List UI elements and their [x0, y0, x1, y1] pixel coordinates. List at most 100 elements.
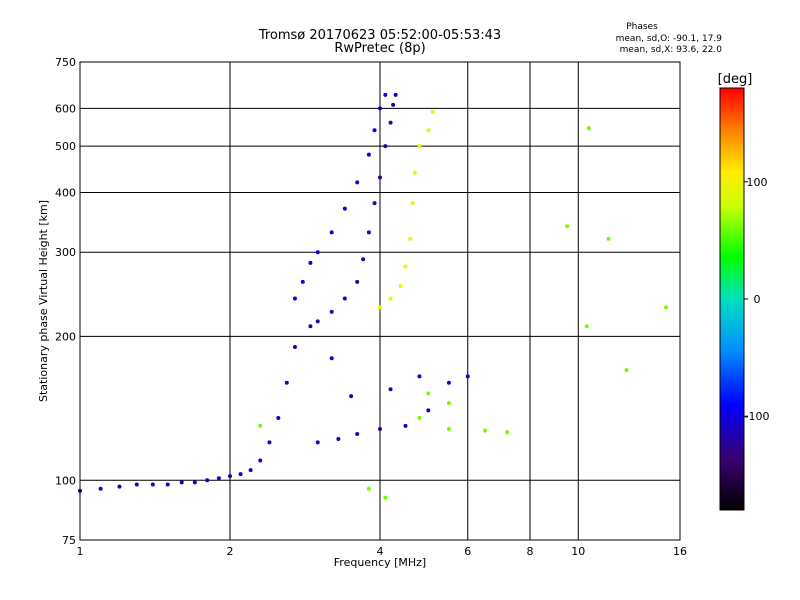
data-point — [192, 480, 197, 485]
data-point — [355, 180, 360, 185]
x-axis-label: Frequency [MHz] — [334, 556, 426, 569]
x-tick-label: 16 — [673, 545, 687, 558]
data-point — [329, 309, 334, 314]
data-point — [284, 380, 289, 385]
colorbar-tick-label: -100 — [745, 410, 770, 423]
data-point — [378, 175, 382, 180]
data-point — [216, 476, 221, 481]
data-point — [378, 305, 382, 310]
colorbar-tick-label: 100 — [747, 176, 768, 189]
data-point — [258, 458, 263, 463]
data-point — [228, 474, 232, 479]
data-point — [258, 423, 263, 428]
data-point — [408, 236, 413, 241]
data-point — [391, 102, 396, 107]
y-tick-label: 750 — [55, 56, 76, 69]
data-point — [248, 468, 253, 473]
data-point — [355, 431, 360, 436]
y-tick-label: 600 — [55, 102, 76, 115]
data-point — [366, 486, 371, 491]
data-point — [315, 319, 320, 324]
data-point — [565, 224, 570, 229]
data-point — [505, 430, 510, 435]
x-tick-label: 2 — [227, 545, 234, 558]
data-point — [430, 109, 435, 114]
data-point — [426, 128, 431, 133]
data-point — [292, 345, 297, 350]
data-point — [315, 440, 320, 445]
data-point — [205, 478, 210, 483]
data-point — [383, 92, 388, 97]
data-point — [117, 484, 122, 489]
data-point — [412, 170, 417, 175]
data-point — [366, 152, 371, 157]
data-point — [586, 126, 591, 131]
stats-line-x: mean, sd,X: 93.6, 22.0 — [620, 45, 723, 55]
colorbar-label: [deg] — [718, 72, 753, 87]
scatter-points — [78, 92, 669, 500]
x-tick-label: 1 — [77, 545, 84, 558]
data-point — [417, 144, 422, 149]
y-tick-label: 100 — [55, 474, 76, 487]
y-axis-label: Stationary phase Virtual Height [km] — [37, 200, 50, 402]
colorbar-tick-label: 0 — [754, 293, 761, 306]
x-tick-label: 8 — [527, 545, 534, 558]
data-point — [383, 144, 388, 149]
data-point — [403, 423, 408, 428]
data-point — [664, 305, 669, 310]
colorbar — [719, 87, 745, 511]
y-tick-label: 500 — [55, 140, 76, 153]
data-point — [398, 283, 403, 288]
data-point — [584, 324, 589, 329]
data-point — [483, 428, 488, 433]
data-point — [267, 440, 272, 445]
data-point — [179, 480, 184, 485]
data-point — [276, 415, 281, 420]
data-point — [134, 482, 139, 487]
data-point — [150, 482, 155, 487]
data-point — [366, 230, 371, 235]
plot-frame — [79, 61, 681, 541]
data-point — [372, 201, 377, 206]
x-tick-label: 4 — [377, 545, 384, 558]
data-point — [329, 356, 334, 361]
data-point — [446, 401, 451, 406]
data-point — [378, 427, 382, 432]
x-axis-ticks: 1 2 4 6 8 10 16 — [77, 545, 688, 558]
data-point — [308, 260, 313, 265]
chart-title: Tromsø 20170623 05:52:00-05:53:43 — [258, 28, 501, 43]
data-point — [403, 264, 408, 269]
data-point — [378, 106, 382, 111]
chart-subtitle: RwPretec (8p) — [334, 41, 425, 56]
data-point — [410, 201, 415, 206]
data-point — [342, 296, 347, 301]
data-point — [417, 374, 422, 379]
data-point — [300, 279, 305, 284]
data-point — [361, 257, 366, 262]
data-point — [446, 427, 451, 432]
data-point — [606, 236, 611, 241]
data-point — [355, 279, 360, 284]
grid-lines — [80, 62, 680, 540]
data-point — [342, 206, 347, 211]
stats-line-o: mean, sd,O: -90.1, 17.9 — [616, 34, 723, 44]
y-tick-label: 300 — [55, 246, 76, 259]
data-point — [388, 120, 393, 125]
data-point — [393, 92, 398, 97]
x-tick-label: 10 — [571, 545, 585, 558]
data-point — [624, 368, 629, 373]
y-tick-label: 400 — [55, 186, 76, 199]
stats-heading: Phases — [626, 22, 658, 32]
data-point — [292, 296, 297, 301]
data-point — [417, 415, 422, 420]
data-point — [426, 391, 431, 396]
data-point — [238, 472, 243, 477]
data-point — [446, 380, 451, 385]
data-point — [388, 296, 393, 301]
data-point — [426, 408, 431, 413]
data-point — [465, 374, 470, 379]
data-point — [388, 387, 393, 392]
data-point — [308, 324, 313, 329]
